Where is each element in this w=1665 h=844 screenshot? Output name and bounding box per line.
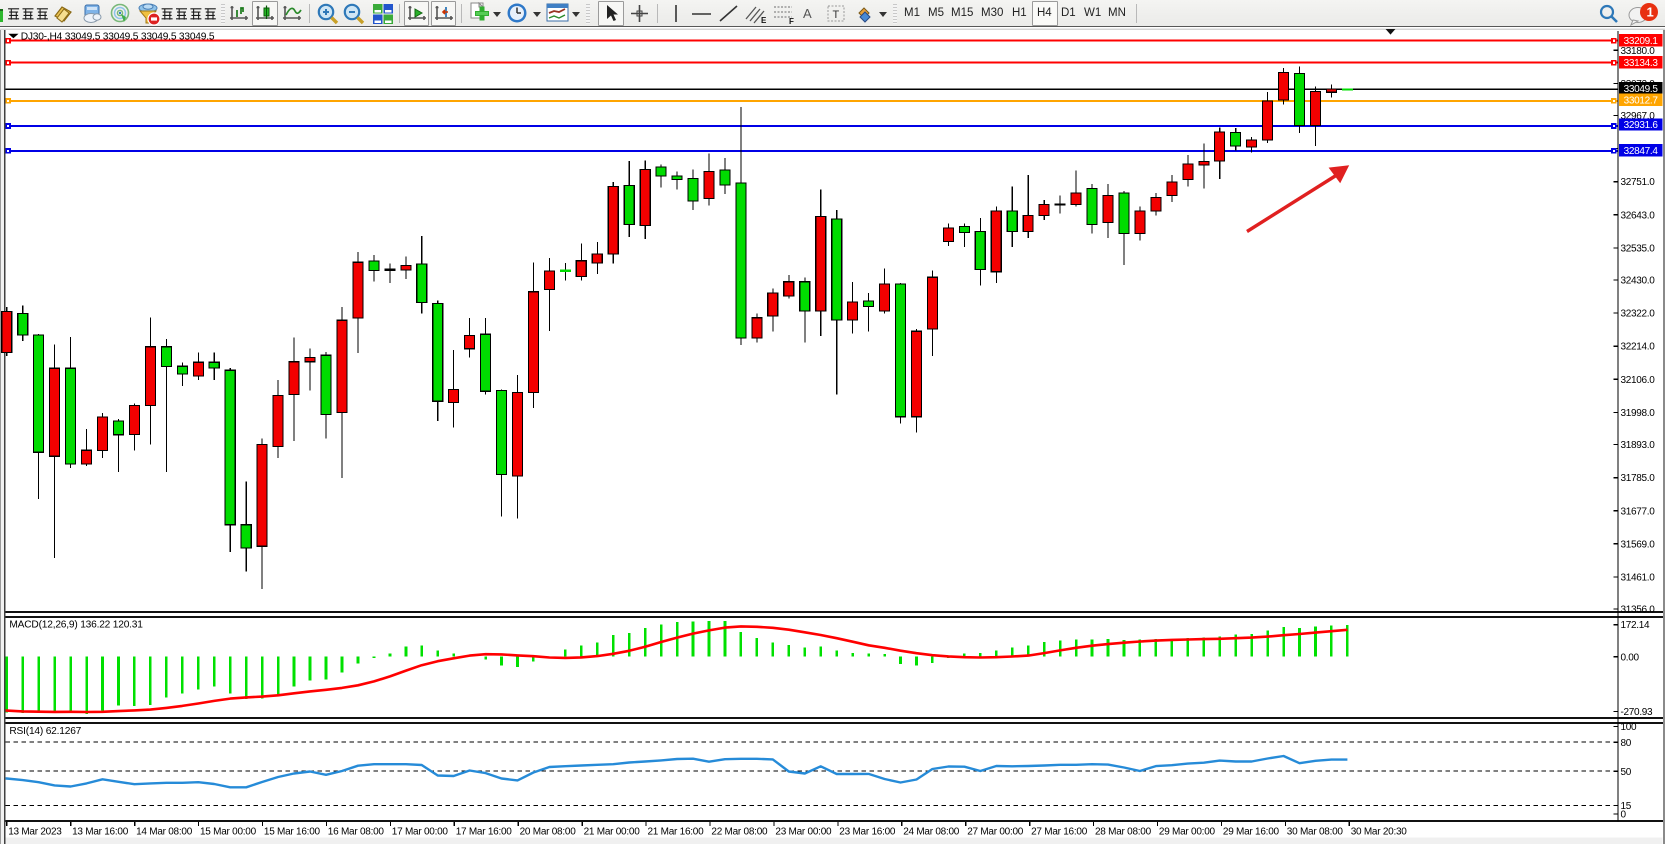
svg-text:33049.5: 33049.5 [1624, 84, 1659, 95]
svg-text:31356.0: 31356.0 [1621, 605, 1656, 616]
svg-text:33134.3: 33134.3 [1624, 58, 1659, 69]
svg-text:MACD(12,26,9) 136.22 120.31: MACD(12,26,9) 136.22 120.31 [9, 620, 143, 631]
svg-text:20 Mar 08:00: 20 Mar 08:00 [520, 826, 577, 837]
svg-text:50: 50 [1621, 767, 1632, 778]
svg-text:23 Mar 16:00: 23 Mar 16:00 [839, 826, 896, 837]
svg-text:RSI(14) 62.1267: RSI(14) 62.1267 [9, 726, 81, 737]
svg-text:1: 1 [1647, 5, 1654, 20]
svg-text:33180.0: 33180.0 [1621, 46, 1656, 57]
svg-text:17 Mar 00:00: 17 Mar 00:00 [392, 826, 449, 837]
svg-text:32751.0: 32751.0 [1621, 177, 1656, 188]
svg-text:32322.0: 32322.0 [1621, 309, 1656, 320]
svg-text:22 Mar 08:00: 22 Mar 08:00 [711, 826, 768, 837]
svg-text:31998.0: 31998.0 [1621, 408, 1656, 419]
svg-text:28 Mar 08:00: 28 Mar 08:00 [1095, 826, 1152, 837]
svg-text:31569.0: 31569.0 [1621, 539, 1656, 550]
svg-text:32535.0: 32535.0 [1621, 243, 1656, 254]
svg-text:172.14: 172.14 [1621, 620, 1651, 631]
svg-text:E: E [761, 16, 767, 25]
svg-text:31893.0: 31893.0 [1621, 440, 1656, 451]
svg-text:21 Mar 00:00: 21 Mar 00:00 [584, 826, 641, 837]
svg-text:32430.0: 32430.0 [1621, 276, 1656, 287]
svg-text:31785.0: 31785.0 [1621, 473, 1656, 484]
svg-text:80: 80 [1621, 738, 1632, 749]
svg-text:14 Mar 08:00: 14 Mar 08:00 [136, 826, 193, 837]
svg-text:29 Mar 00:00: 29 Mar 00:00 [1159, 826, 1216, 837]
svg-text:32643.0: 32643.0 [1621, 210, 1656, 221]
svg-text:100: 100 [1621, 722, 1638, 733]
svg-text:15 Mar 16:00: 15 Mar 16:00 [264, 826, 321, 837]
svg-text:27 Mar 00:00: 27 Mar 00:00 [967, 826, 1024, 837]
svg-text:0.00: 0.00 [1621, 652, 1640, 663]
svg-text:32931.6: 32931.6 [1624, 120, 1659, 131]
svg-text:-270.93: -270.93 [1621, 707, 1654, 718]
svg-text:33209.1: 33209.1 [1624, 36, 1659, 47]
svg-text:13 Mar 16:00: 13 Mar 16:00 [72, 826, 129, 837]
svg-text:30 Mar 08:00: 30 Mar 08:00 [1287, 826, 1344, 837]
svg-text:32106.0: 32106.0 [1621, 375, 1656, 386]
svg-text:13 Mar 2023: 13 Mar 2023 [8, 826, 62, 837]
svg-text:27 Mar 16:00: 27 Mar 16:00 [1031, 826, 1088, 837]
svg-text:24 Mar 08:00: 24 Mar 08:00 [903, 826, 960, 837]
svg-text:30 Mar 20:30: 30 Mar 20:30 [1351, 826, 1408, 837]
svg-text:16 Mar 08:00: 16 Mar 08:00 [328, 826, 385, 837]
svg-text:32847.4: 32847.4 [1624, 146, 1659, 157]
svg-text:32967.0: 32967.0 [1621, 111, 1656, 122]
svg-text:T: T [833, 9, 840, 21]
svg-text:15: 15 [1621, 801, 1632, 812]
svg-text:33012.7: 33012.7 [1624, 95, 1659, 106]
svg-text:0: 0 [1621, 809, 1627, 820]
svg-text:29 Mar 16:00: 29 Mar 16:00 [1223, 826, 1280, 837]
svg-text:31677.0: 31677.0 [1621, 506, 1656, 517]
svg-text:32214.0: 32214.0 [1621, 342, 1656, 353]
svg-text:21 Mar 16:00: 21 Mar 16:00 [648, 826, 705, 837]
svg-text:23 Mar 00:00: 23 Mar 00:00 [775, 826, 832, 837]
svg-text:F: F [789, 17, 794, 25]
svg-text:31461.0: 31461.0 [1621, 572, 1656, 583]
svg-text:DJ30-,H4 33049.5 33049.5 3304: DJ30-,H4 33049.5 33049.5 33049.5 33049.5 [21, 32, 215, 43]
svg-text:15 Mar 00:00: 15 Mar 00:00 [200, 826, 257, 837]
svg-text:17 Mar 16:00: 17 Mar 16:00 [456, 826, 513, 837]
